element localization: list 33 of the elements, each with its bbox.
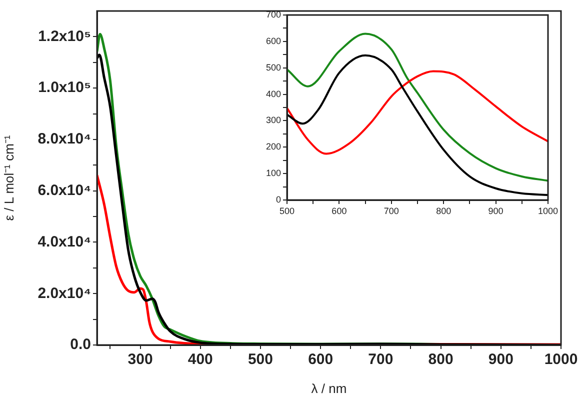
- y-tick-label: 100: [266, 168, 281, 178]
- y-tick-label: 400: [266, 88, 281, 99]
- y-tick-label: 600: [266, 36, 281, 46]
- x-tick-label: 700: [368, 351, 394, 368]
- x-tick-label: 800: [436, 206, 452, 216]
- y-tick-label: 0.0: [70, 336, 91, 354]
- x-tick-label: 600: [332, 206, 347, 216]
- x-tick-label: 900: [488, 206, 504, 216]
- y-tick-label: 700: [266, 9, 281, 20]
- x-tick-label: 1000: [544, 351, 578, 368]
- x-tick-label: 700: [384, 206, 399, 216]
- x-axis-title: λ / nm: [311, 380, 347, 396]
- y-tick-label: 4.0x10⁴: [38, 233, 91, 250]
- y-axis-title: ε / L mol⁻¹ cm⁻¹: [1, 134, 16, 221]
- y-tick-label: 6.0x10⁴: [38, 182, 91, 199]
- x-tick-label: 500: [279, 206, 295, 216]
- line-series: [287, 32, 548, 182]
- y-tick-label: 200: [266, 142, 281, 152]
- x-tick-label: 900: [488, 351, 514, 368]
- x-tick-label: 600: [308, 351, 334, 368]
- y-tick-label: 500: [266, 62, 281, 72]
- x-tick-label: 800: [428, 351, 454, 368]
- y-tick-label: 1.0x10⁵: [38, 79, 91, 96]
- x-tick-label: 1000: [538, 206, 558, 216]
- x-tick-label: 400: [188, 351, 213, 368]
- y-tick-label: 1.2x10⁵: [38, 28, 91, 45]
- y-tick-label: 2.0x10⁴: [38, 284, 91, 302]
- y-tick-label: 8.0x10⁴: [38, 130, 91, 148]
- x-tick-label: 300: [128, 351, 153, 368]
- y-tick-label: 0: [276, 194, 281, 204]
- line-series: [287, 54, 548, 196]
- y-tick-label: 300: [266, 115, 281, 126]
- line-series: [287, 70, 548, 155]
